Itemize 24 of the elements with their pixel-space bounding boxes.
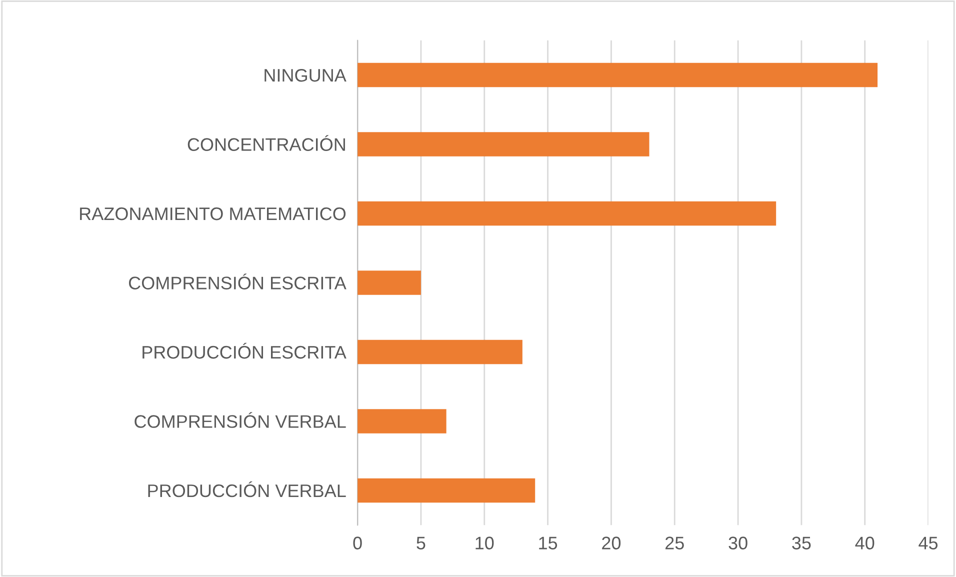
bar — [358, 409, 446, 434]
y-tick-label: COMPRENSIÓN VERBAL — [134, 412, 346, 428]
bar — [358, 62, 878, 88]
x-tick-label: 10 — [476, 536, 494, 550]
y-tick-label: CONCENTRACIÓN — [188, 135, 345, 151]
bar — [358, 132, 650, 156]
bar — [358, 478, 536, 503]
y-tick-label: NINGUNA — [264, 68, 346, 82]
x-tick-label: 40 — [855, 536, 874, 550]
x-tick-label: 15 — [539, 536, 558, 550]
y-tick-label: RAZONAMIENTO MATEMATICO — [80, 207, 346, 220]
y-tick-label: PRODUCCIÓN VERBAL — [148, 481, 346, 498]
x-tick-label: 20 — [602, 536, 621, 550]
x-tick-label: 30 — [728, 536, 748, 550]
y-tick-label: PRODUCCIÓN ESCRITA — [142, 342, 346, 359]
x-tick-label: 5 — [416, 536, 426, 550]
x-tick-label: 35 — [792, 536, 811, 550]
bar — [358, 340, 522, 364]
x-tick-label: 25 — [665, 536, 684, 550]
x-tick-label: 0 — [353, 536, 362, 550]
bar — [358, 201, 776, 226]
x-tick-label: 45 — [918, 536, 938, 550]
bar — [358, 270, 421, 295]
y-tick-label: COMPRENSIÓN ESCRITA — [128, 274, 346, 290]
